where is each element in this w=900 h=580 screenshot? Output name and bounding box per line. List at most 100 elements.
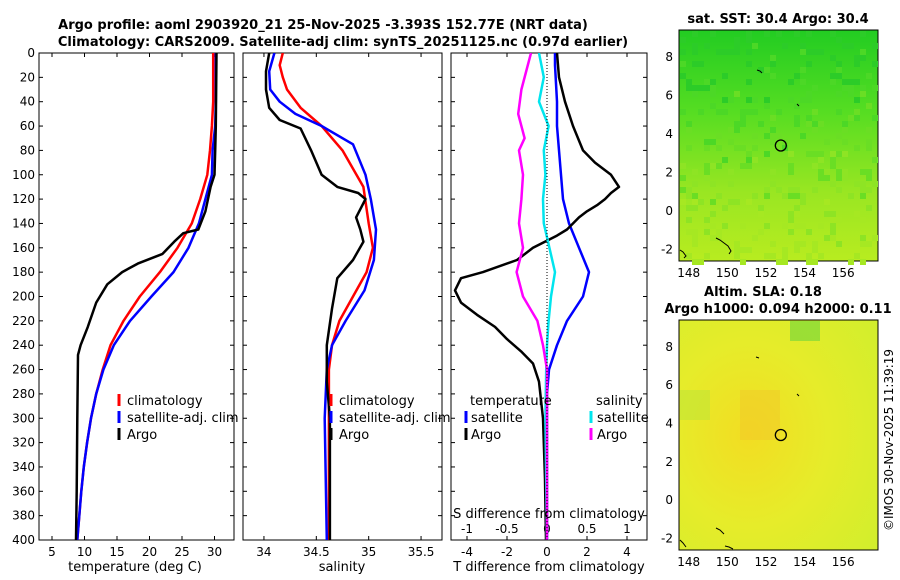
sst-pixel bbox=[860, 259, 866, 265]
y-tick-label: 0 bbox=[27, 46, 35, 60]
sst-pixel bbox=[872, 115, 878, 121]
sst-pixel bbox=[770, 169, 776, 175]
y-tick-label: 80 bbox=[20, 143, 35, 157]
sst-pixel bbox=[704, 223, 710, 229]
sst-pixel bbox=[830, 211, 836, 217]
sst-pixel bbox=[794, 205, 800, 211]
legend-temperature-heading: temperature bbox=[470, 394, 552, 409]
sst-pixel bbox=[794, 73, 800, 79]
sst-pixel bbox=[830, 73, 836, 79]
sst-pixel bbox=[800, 199, 806, 205]
sst-pixel bbox=[800, 193, 806, 199]
sst-pixel bbox=[800, 49, 806, 55]
sst-pixel bbox=[776, 109, 782, 115]
sst-pixel bbox=[806, 151, 812, 157]
sst-pixel bbox=[860, 217, 866, 223]
sst-pixel bbox=[812, 247, 818, 253]
series-line-argo bbox=[264, 53, 367, 540]
sst-pixel bbox=[830, 31, 836, 37]
sst-pixel bbox=[764, 253, 770, 259]
legend-s-argo: Argo bbox=[597, 428, 627, 443]
sst-pixel bbox=[866, 145, 872, 151]
sst-pixel bbox=[860, 49, 866, 55]
sst-pixel bbox=[854, 55, 860, 61]
sst-pixel bbox=[764, 67, 770, 73]
sst-pixel bbox=[722, 73, 728, 79]
legend-argo: Argo bbox=[127, 428, 157, 443]
sst-pixel bbox=[860, 169, 866, 175]
coastline-island bbox=[715, 237, 732, 255]
sst-pixel bbox=[794, 223, 800, 229]
sst-pixel bbox=[824, 169, 830, 175]
y-tick-label: 220 bbox=[12, 314, 35, 328]
argo-location-marker bbox=[774, 139, 787, 152]
coastline-speck bbox=[796, 393, 800, 397]
sst-pixel bbox=[842, 85, 848, 91]
sst-pixel bbox=[716, 133, 722, 139]
sst-pixel bbox=[710, 91, 716, 97]
sst-pixel bbox=[704, 79, 710, 85]
sst-pixel bbox=[686, 79, 692, 85]
sst-pixel bbox=[842, 175, 848, 181]
series-line-climatology bbox=[76, 53, 215, 540]
sst-pixel bbox=[866, 127, 872, 133]
sst-pixel bbox=[818, 157, 824, 163]
map-x-tick-label: 154 bbox=[793, 555, 816, 569]
sst-pixel bbox=[740, 121, 746, 127]
sst-pixel bbox=[872, 157, 878, 163]
coastline-speck bbox=[755, 356, 760, 359]
sst-pixel bbox=[728, 181, 734, 187]
sst-pixel bbox=[860, 241, 866, 247]
sst-pixel bbox=[788, 211, 794, 217]
y-tick-label: 160 bbox=[12, 241, 35, 255]
sst-pixel bbox=[704, 253, 710, 259]
sst-pixel bbox=[680, 73, 686, 79]
sst-pixel bbox=[758, 229, 764, 235]
y-tick-label: 120 bbox=[12, 192, 35, 206]
sst-pixel bbox=[818, 253, 824, 259]
x-tick-label: 0 bbox=[543, 545, 551, 559]
sst-pixel bbox=[692, 229, 698, 235]
sst-pixel bbox=[854, 115, 860, 121]
sst-pixel bbox=[710, 163, 716, 169]
sst-pixel bbox=[770, 73, 776, 79]
map-x-tick-label: 152 bbox=[754, 555, 777, 569]
sst-pixel bbox=[788, 169, 794, 175]
s-tick-label: -1 bbox=[461, 522, 473, 536]
sst-pixel bbox=[818, 169, 824, 175]
sst-pixel bbox=[770, 241, 776, 247]
sst-pixel bbox=[752, 97, 758, 103]
sst-pixel bbox=[830, 157, 836, 163]
map-y-tick-label: 4 bbox=[665, 127, 673, 141]
legend-satellite: satellite-adj. clim bbox=[127, 411, 239, 426]
salinity-xlabel: salinity bbox=[319, 560, 366, 575]
sst-pixel bbox=[728, 49, 734, 55]
sst-pixel bbox=[698, 259, 704, 265]
sst-pixel bbox=[836, 73, 842, 79]
legend-salinity-heading: salinity bbox=[596, 394, 643, 409]
sst-pixel bbox=[800, 43, 806, 49]
sst-pixel bbox=[836, 67, 842, 73]
sst-pixel bbox=[770, 133, 776, 139]
sst-pixel bbox=[800, 67, 806, 73]
sst-pixel bbox=[764, 31, 770, 37]
sst-pixel bbox=[794, 241, 800, 247]
map-y-tick-label: 2 bbox=[665, 455, 673, 469]
x-tick-label: 5 bbox=[48, 545, 56, 559]
x-tick-label: 30 bbox=[207, 545, 222, 559]
sst-pixel bbox=[812, 127, 818, 133]
sst-pixel bbox=[872, 181, 878, 187]
sst-pixel bbox=[860, 193, 866, 199]
sst-pixel bbox=[740, 163, 746, 169]
sst-pixel bbox=[764, 103, 770, 109]
series-line-argo bbox=[74, 53, 218, 540]
sst-pixel bbox=[680, 187, 686, 193]
sla-map-title: Altim. SLA: 0.18 bbox=[704, 285, 822, 300]
sst-pixel bbox=[824, 175, 830, 181]
series-line-salinity-satellite bbox=[537, 53, 557, 540]
sst-pixel bbox=[752, 157, 758, 163]
sst-pixel bbox=[746, 163, 752, 169]
map-x-tick-label: 154 bbox=[793, 266, 816, 280]
sla-patches bbox=[680, 321, 820, 440]
